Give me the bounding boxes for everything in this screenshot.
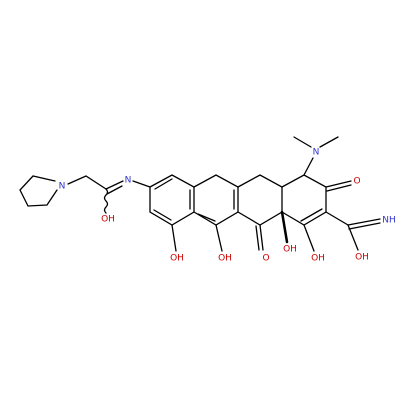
bond <box>347 218 381 230</box>
atom-label: OH <box>283 245 297 255</box>
atom-labels: N N OH N O NH OH OH OH O OH OH <box>59 148 396 264</box>
bond <box>293 136 339 148</box>
ring <box>193 174 239 226</box>
bond <box>153 178 191 221</box>
atom-label: OH <box>170 254 184 264</box>
bond <box>300 208 323 222</box>
atom-label: N <box>125 176 132 186</box>
bond <box>280 210 289 244</box>
bond <box>105 180 124 190</box>
atom-label: O <box>353 177 360 187</box>
bond <box>67 175 107 190</box>
atom-label: N <box>59 182 66 192</box>
atom-label: OH <box>101 215 115 225</box>
atom-label: OH <box>311 254 325 264</box>
atom-label: NH <box>382 216 396 226</box>
bond <box>19 175 58 207</box>
ring <box>237 174 283 226</box>
bond <box>325 180 352 192</box>
bond <box>132 180 151 188</box>
bond <box>171 224 177 252</box>
bond <box>347 224 359 251</box>
ring <box>149 174 195 226</box>
atom-label: OH <box>355 253 369 263</box>
bond <box>255 224 264 251</box>
bond <box>215 224 223 252</box>
bond <box>325 211 349 226</box>
bond <box>197 189 235 222</box>
bond <box>303 157 314 176</box>
bond <box>303 224 315 252</box>
atom-label: OH <box>218 254 232 264</box>
ring <box>281 174 327 226</box>
atom-label: N <box>313 148 320 158</box>
bonds <box>19 136 381 252</box>
atom-label: O <box>262 254 269 264</box>
bond <box>106 185 123 195</box>
wavy-bond <box>103 188 109 214</box>
